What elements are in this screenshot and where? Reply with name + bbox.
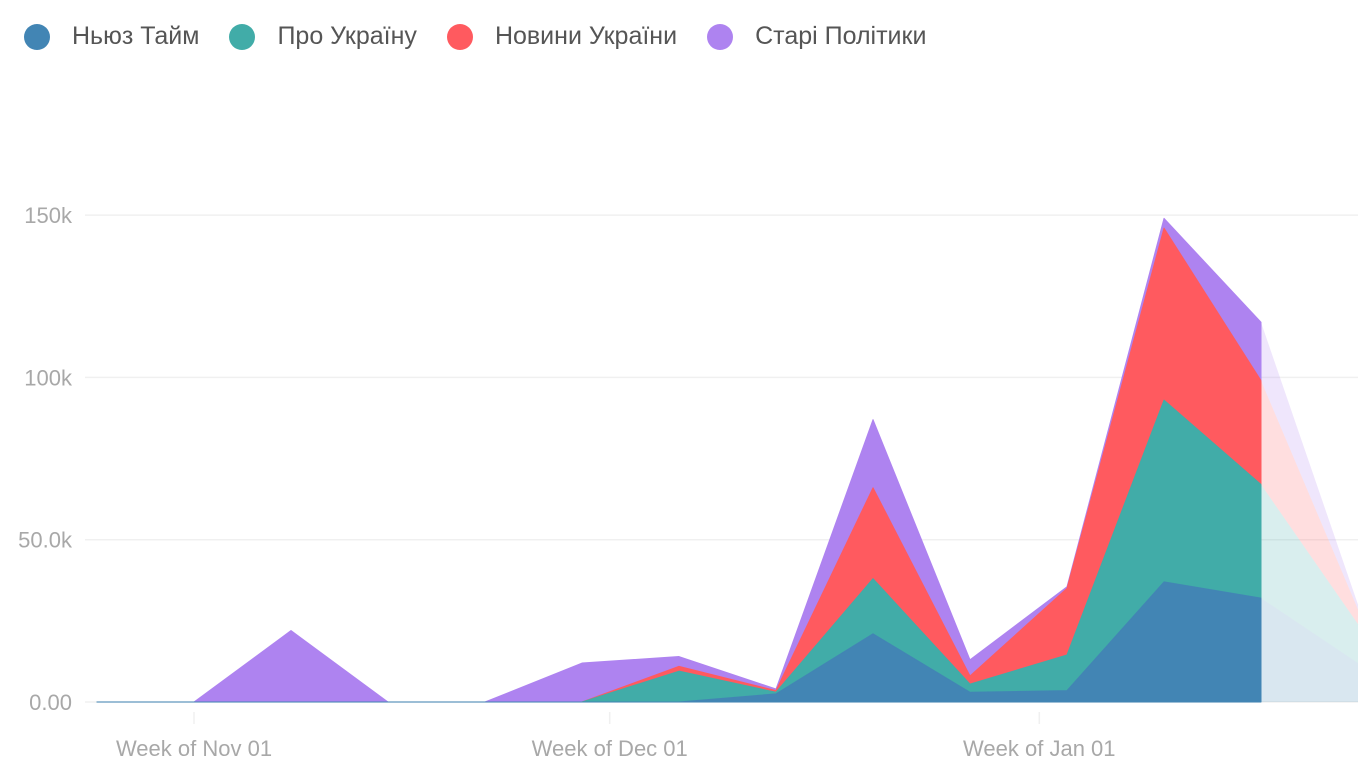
- legend-swatch: [24, 23, 50, 50]
- legend-label: Старі Політики: [755, 22, 927, 50]
- legend-swatch: [229, 23, 256, 50]
- y-tick-label: 100k: [24, 365, 73, 390]
- legend-item-old-politicians[interactable]: Старі Політики: [707, 22, 926, 51]
- area-series[interactable]: [96, 581, 1262, 703]
- y-tick-label: 50.0k: [18, 528, 73, 553]
- area-series-incomplete: [1261, 322, 1358, 610]
- legend: Ньюз Тайм Про Україну Новини України Ста…: [24, 22, 926, 51]
- legend-label: Новини України: [494, 22, 678, 50]
- legend-item-ukraine-news[interactable]: Новини України: [446, 22, 678, 51]
- stacked-areas: [96, 217, 1262, 703]
- x-tick-label: Week of Nov 01: [116, 736, 272, 761]
- area-series-incomplete: [1261, 380, 1358, 625]
- area-series-incomplete: [1261, 598, 1358, 702]
- legend-item-news-time[interactable]: Ньюз Тайм: [24, 22, 199, 51]
- incomplete-period-overlay: [1261, 322, 1358, 702]
- area-series-incomplete: [1261, 484, 1358, 664]
- legend-item-about-ukraine[interactable]: Про Україну: [229, 22, 417, 51]
- legend-swatch: [707, 23, 734, 50]
- legend-label: Ньюз Тайм: [72, 22, 200, 50]
- legend-swatch: [446, 23, 473, 50]
- y-axis: 0.00 50.0k 100k 150k: [18, 203, 73, 715]
- y-tick-label: 0.00: [29, 690, 72, 715]
- x-tick-label: Week of Jan 01: [963, 736, 1115, 761]
- legend-label: Про Україну: [277, 22, 417, 50]
- y-tick-label: 150k: [24, 203, 73, 228]
- x-axis: Week of Nov 01 Week of Dec 01 Week of Jan …: [116, 712, 1116, 761]
- x-tick-label: Week of Dec 01: [532, 736, 688, 761]
